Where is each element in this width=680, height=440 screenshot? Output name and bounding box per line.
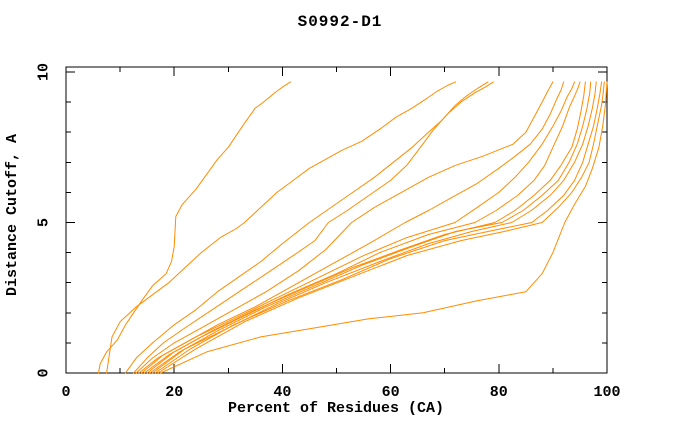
curve-model-11 [152, 81, 597, 374]
curve-model-02 [106, 81, 456, 374]
curve-model-13 [157, 81, 605, 374]
x-tick-label: 80 [490, 384, 508, 401]
axis-frame [65, 66, 608, 374]
y-tick-label: 10 [36, 63, 53, 81]
x-axis-label: Percent of Residues (CA) [227, 400, 445, 417]
x-tick-label: 20 [165, 384, 183, 401]
y-tick-label: 0 [36, 368, 53, 377]
x-tick-label: 100 [593, 384, 620, 401]
curve-model-01 [98, 81, 291, 374]
chart-title: S0992-D1 [297, 13, 383, 31]
curve-model-04 [133, 81, 494, 374]
x-tick-label: 0 [61, 384, 70, 401]
x-tick-label: 40 [273, 384, 291, 401]
curve-model-12 [154, 81, 603, 374]
curve-model-10 [149, 81, 592, 374]
curve-model-09 [146, 81, 586, 374]
curve-model-08 [143, 81, 581, 374]
x-tick-label: 60 [382, 384, 400, 401]
y-tick-label: 5 [36, 218, 53, 227]
curve-model-14 [160, 81, 608, 374]
curve-model-05 [135, 81, 554, 374]
curve-model-06 [138, 81, 565, 374]
curve-model-03 [125, 81, 489, 374]
curve-model-07 [141, 81, 575, 374]
